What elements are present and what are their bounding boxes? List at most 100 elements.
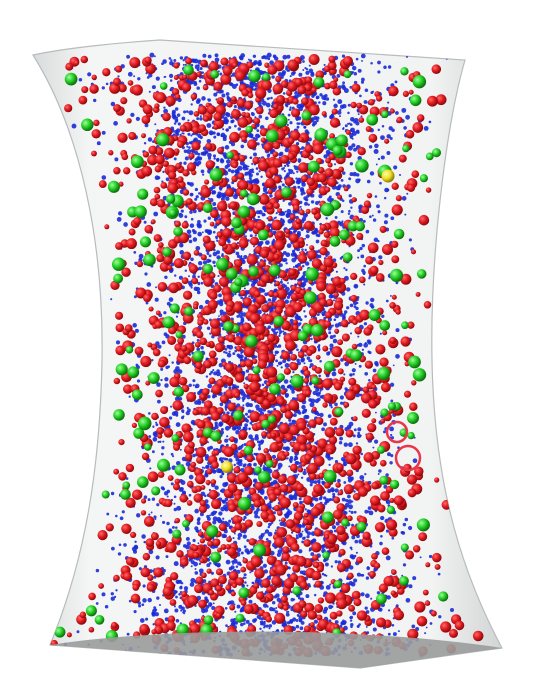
blue-particle: [187, 541, 191, 545]
blue-particle: [316, 119, 319, 122]
blue-particle: [164, 383, 168, 387]
blue-particle: [293, 71, 296, 74]
blue-particle: [185, 269, 187, 271]
blue-particle: [248, 434, 253, 439]
blue-particle: [246, 585, 248, 587]
blue-particle: [360, 255, 364, 259]
blue-particle: [236, 252, 240, 256]
blue-particle: [302, 69, 304, 71]
blue-particle: [386, 501, 388, 503]
blue-particle: [450, 608, 454, 612]
blue-particle: [301, 248, 304, 251]
blue-particle: [160, 368, 163, 371]
blue-particle: [321, 427, 325, 431]
blue-particle: [179, 586, 182, 589]
blue-particle: [411, 625, 415, 629]
blue-particle: [244, 487, 246, 489]
blue-particle: [365, 301, 368, 304]
blue-particle: [287, 164, 290, 167]
blue-particle: [293, 172, 295, 174]
blue-particle: [226, 119, 229, 122]
blue-particle: [194, 198, 197, 201]
blue-particle: [200, 67, 203, 70]
blue-particle: [309, 65, 311, 67]
blue-particle: [372, 447, 374, 449]
blue-particle: [196, 86, 200, 90]
blue-particle: [314, 229, 318, 233]
blue-particle: [341, 179, 344, 182]
blue-particle: [114, 157, 118, 161]
blue-particle: [219, 73, 222, 76]
blue-particle: [339, 115, 341, 117]
blue-particle: [138, 605, 141, 608]
blue-particle: [403, 126, 407, 130]
blue-particle: [201, 71, 204, 74]
blue-particle: [96, 602, 99, 605]
blue-particle: [348, 146, 353, 151]
blue-particle: [173, 59, 176, 62]
blue-particle: [319, 497, 322, 500]
blue-particle: [430, 622, 433, 625]
blue-particle: [403, 523, 406, 526]
blue-particle: [198, 157, 202, 161]
blue-particle: [120, 516, 124, 520]
blue-particle: [269, 624, 272, 627]
blue-particle: [255, 434, 259, 438]
blue-particle: [181, 210, 184, 213]
blue-particle: [324, 64, 326, 66]
blue-particle: [306, 244, 308, 246]
blue-particle: [226, 92, 230, 96]
blue-particle: [122, 510, 125, 513]
blue-particle: [154, 123, 156, 125]
blue-particle: [271, 75, 274, 78]
blue-particle: [342, 81, 345, 84]
blue-particle: [367, 339, 371, 343]
blue-particle: [216, 240, 218, 242]
blue-particle: [381, 315, 384, 318]
blue-particle: [284, 170, 286, 172]
blue-particle: [333, 299, 335, 301]
blue-particle: [225, 352, 228, 355]
blue-particle: [198, 261, 202, 265]
blue-particle: [287, 611, 289, 613]
blue-particle: [253, 480, 256, 483]
blue-particle: [231, 170, 235, 174]
blue-particle: [254, 355, 257, 358]
blue-particle: [272, 455, 276, 459]
blue-particle: [292, 617, 296, 621]
blue-particle: [344, 88, 349, 93]
blue-particle: [357, 626, 359, 628]
blue-particle: [297, 126, 300, 129]
blue-particle: [289, 351, 292, 354]
blue-particle: [426, 627, 428, 629]
blue-particle: [295, 265, 297, 267]
blue-particle: [361, 115, 363, 117]
blue-particle: [220, 376, 222, 378]
blue-particle: [193, 562, 198, 567]
blue-particle: [287, 386, 290, 389]
blue-particle: [310, 338, 312, 340]
blue-particle: [364, 372, 368, 376]
blue-particle: [363, 265, 366, 268]
blue-particle: [286, 55, 290, 59]
blue-particle: [413, 458, 418, 463]
blue-particle: [373, 369, 377, 373]
blue-particle: [292, 250, 294, 252]
blue-particle: [119, 544, 122, 547]
blue-particle: [253, 55, 256, 58]
blue-particle: [406, 598, 411, 603]
blue-particle: [227, 353, 232, 358]
blue-particle: [196, 100, 200, 104]
blue-particle: [246, 420, 248, 422]
blue-particle: [192, 379, 195, 382]
blue-particle: [140, 618, 145, 623]
blue-particle: [176, 128, 181, 133]
blue-particle: [255, 134, 260, 139]
blue-particle: [194, 287, 198, 291]
blue-particle: [174, 274, 176, 276]
blue-particle: [242, 371, 244, 373]
blue-particle: [303, 310, 305, 312]
blue-particle: [297, 231, 301, 235]
blue-particle: [258, 516, 260, 518]
blue-particle: [169, 74, 173, 78]
